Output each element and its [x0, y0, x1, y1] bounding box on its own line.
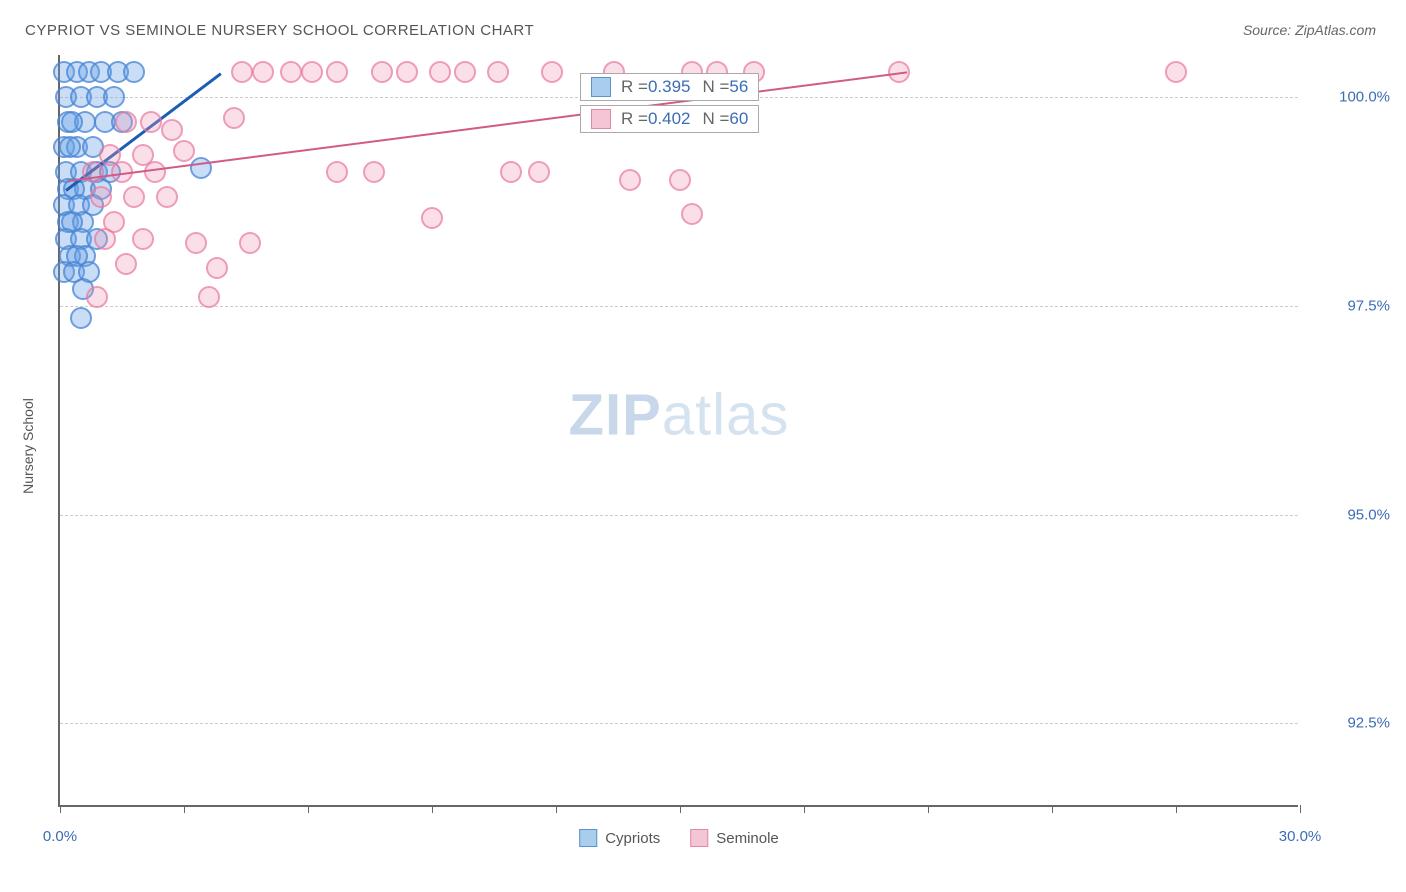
data-point	[541, 61, 563, 83]
data-point	[231, 61, 253, 83]
data-point	[190, 157, 212, 179]
stats-n-value: 60	[729, 109, 748, 129]
correlation-chart: CYPRIOT VS SEMINOLE NURSERY SCHOOL CORRE…	[10, 10, 1396, 882]
stats-r-label: R =	[621, 77, 648, 97]
stats-r-label: R =	[621, 109, 648, 129]
data-point	[198, 286, 220, 308]
legend-swatch	[579, 829, 597, 847]
x-tick	[308, 805, 309, 813]
data-point	[70, 307, 92, 329]
legend-item: Cypriots	[579, 829, 660, 847]
data-point	[161, 119, 183, 141]
data-point	[252, 61, 274, 83]
data-point	[371, 61, 393, 83]
data-point	[669, 169, 691, 191]
x-tick	[184, 805, 185, 813]
data-point	[326, 161, 348, 183]
legend-label: Cypriots	[605, 830, 660, 847]
data-point	[528, 161, 550, 183]
data-point	[185, 232, 207, 254]
data-point	[454, 61, 476, 83]
data-point	[94, 228, 116, 250]
data-point	[123, 61, 145, 83]
data-point	[280, 61, 302, 83]
legend-label: Seminole	[716, 830, 779, 847]
stats-r-value: 0.402	[648, 109, 691, 129]
data-point	[239, 232, 261, 254]
legend-item: Seminole	[690, 829, 779, 847]
stats-n-value: 56	[729, 77, 748, 97]
stats-box: R = 0.395 N = 56	[580, 73, 759, 101]
stats-box: R = 0.402 N = 60	[580, 105, 759, 133]
watermark: ZIPatlas	[569, 382, 790, 449]
data-point	[156, 186, 178, 208]
data-point	[173, 140, 195, 162]
chart-title: CYPRIOT VS SEMINOLE NURSERY SCHOOL CORRE…	[25, 22, 534, 39]
data-point	[363, 161, 385, 183]
data-point	[421, 207, 443, 229]
gridline	[60, 515, 1298, 516]
data-point	[1165, 61, 1187, 83]
x-tick-label-max: 30.0%	[1279, 828, 1322, 845]
data-point	[86, 286, 108, 308]
data-point	[206, 257, 228, 279]
stats-n-label: N =	[702, 109, 729, 129]
stats-r-value: 0.395	[648, 77, 691, 97]
gridline	[60, 723, 1298, 724]
data-point	[115, 253, 137, 275]
stats-n-label: N =	[702, 77, 729, 97]
plot-area: ZIPatlas 92.5%95.0%97.5%100.0%0.0%30.0%R…	[58, 55, 1298, 807]
x-tick	[680, 805, 681, 813]
x-tick	[432, 805, 433, 813]
legend-swatch	[690, 829, 708, 847]
legend: Cypriots Seminole	[579, 829, 779, 847]
data-point	[681, 203, 703, 225]
y-tick-label: 92.5%	[1310, 715, 1390, 732]
y-axis-label: Nursery School	[20, 398, 36, 494]
stats-swatch	[591, 77, 611, 97]
x-tick	[1300, 805, 1301, 813]
data-point	[103, 86, 125, 108]
data-point	[619, 169, 641, 191]
data-point	[223, 107, 245, 129]
data-point	[140, 111, 162, 133]
data-point	[61, 111, 83, 133]
stats-swatch	[591, 109, 611, 129]
data-point	[429, 61, 451, 83]
data-point	[326, 61, 348, 83]
x-tick-label-min: 0.0%	[43, 828, 77, 845]
data-point	[132, 228, 154, 250]
y-tick-label: 95.0%	[1310, 506, 1390, 523]
x-tick	[1052, 805, 1053, 813]
data-point	[59, 136, 81, 158]
data-point	[123, 186, 145, 208]
data-point	[115, 111, 137, 133]
x-tick	[804, 805, 805, 813]
x-tick	[556, 805, 557, 813]
source-label: Source: ZipAtlas.com	[1243, 22, 1376, 38]
data-point	[396, 61, 418, 83]
y-tick-label: 100.0%	[1310, 88, 1390, 105]
gridline	[60, 306, 1298, 307]
data-point	[301, 61, 323, 83]
x-tick	[928, 805, 929, 813]
data-point	[500, 161, 522, 183]
x-tick	[60, 805, 61, 813]
data-point	[487, 61, 509, 83]
data-point	[144, 161, 166, 183]
data-point	[90, 186, 112, 208]
x-tick	[1176, 805, 1177, 813]
y-tick-label: 97.5%	[1310, 297, 1390, 314]
